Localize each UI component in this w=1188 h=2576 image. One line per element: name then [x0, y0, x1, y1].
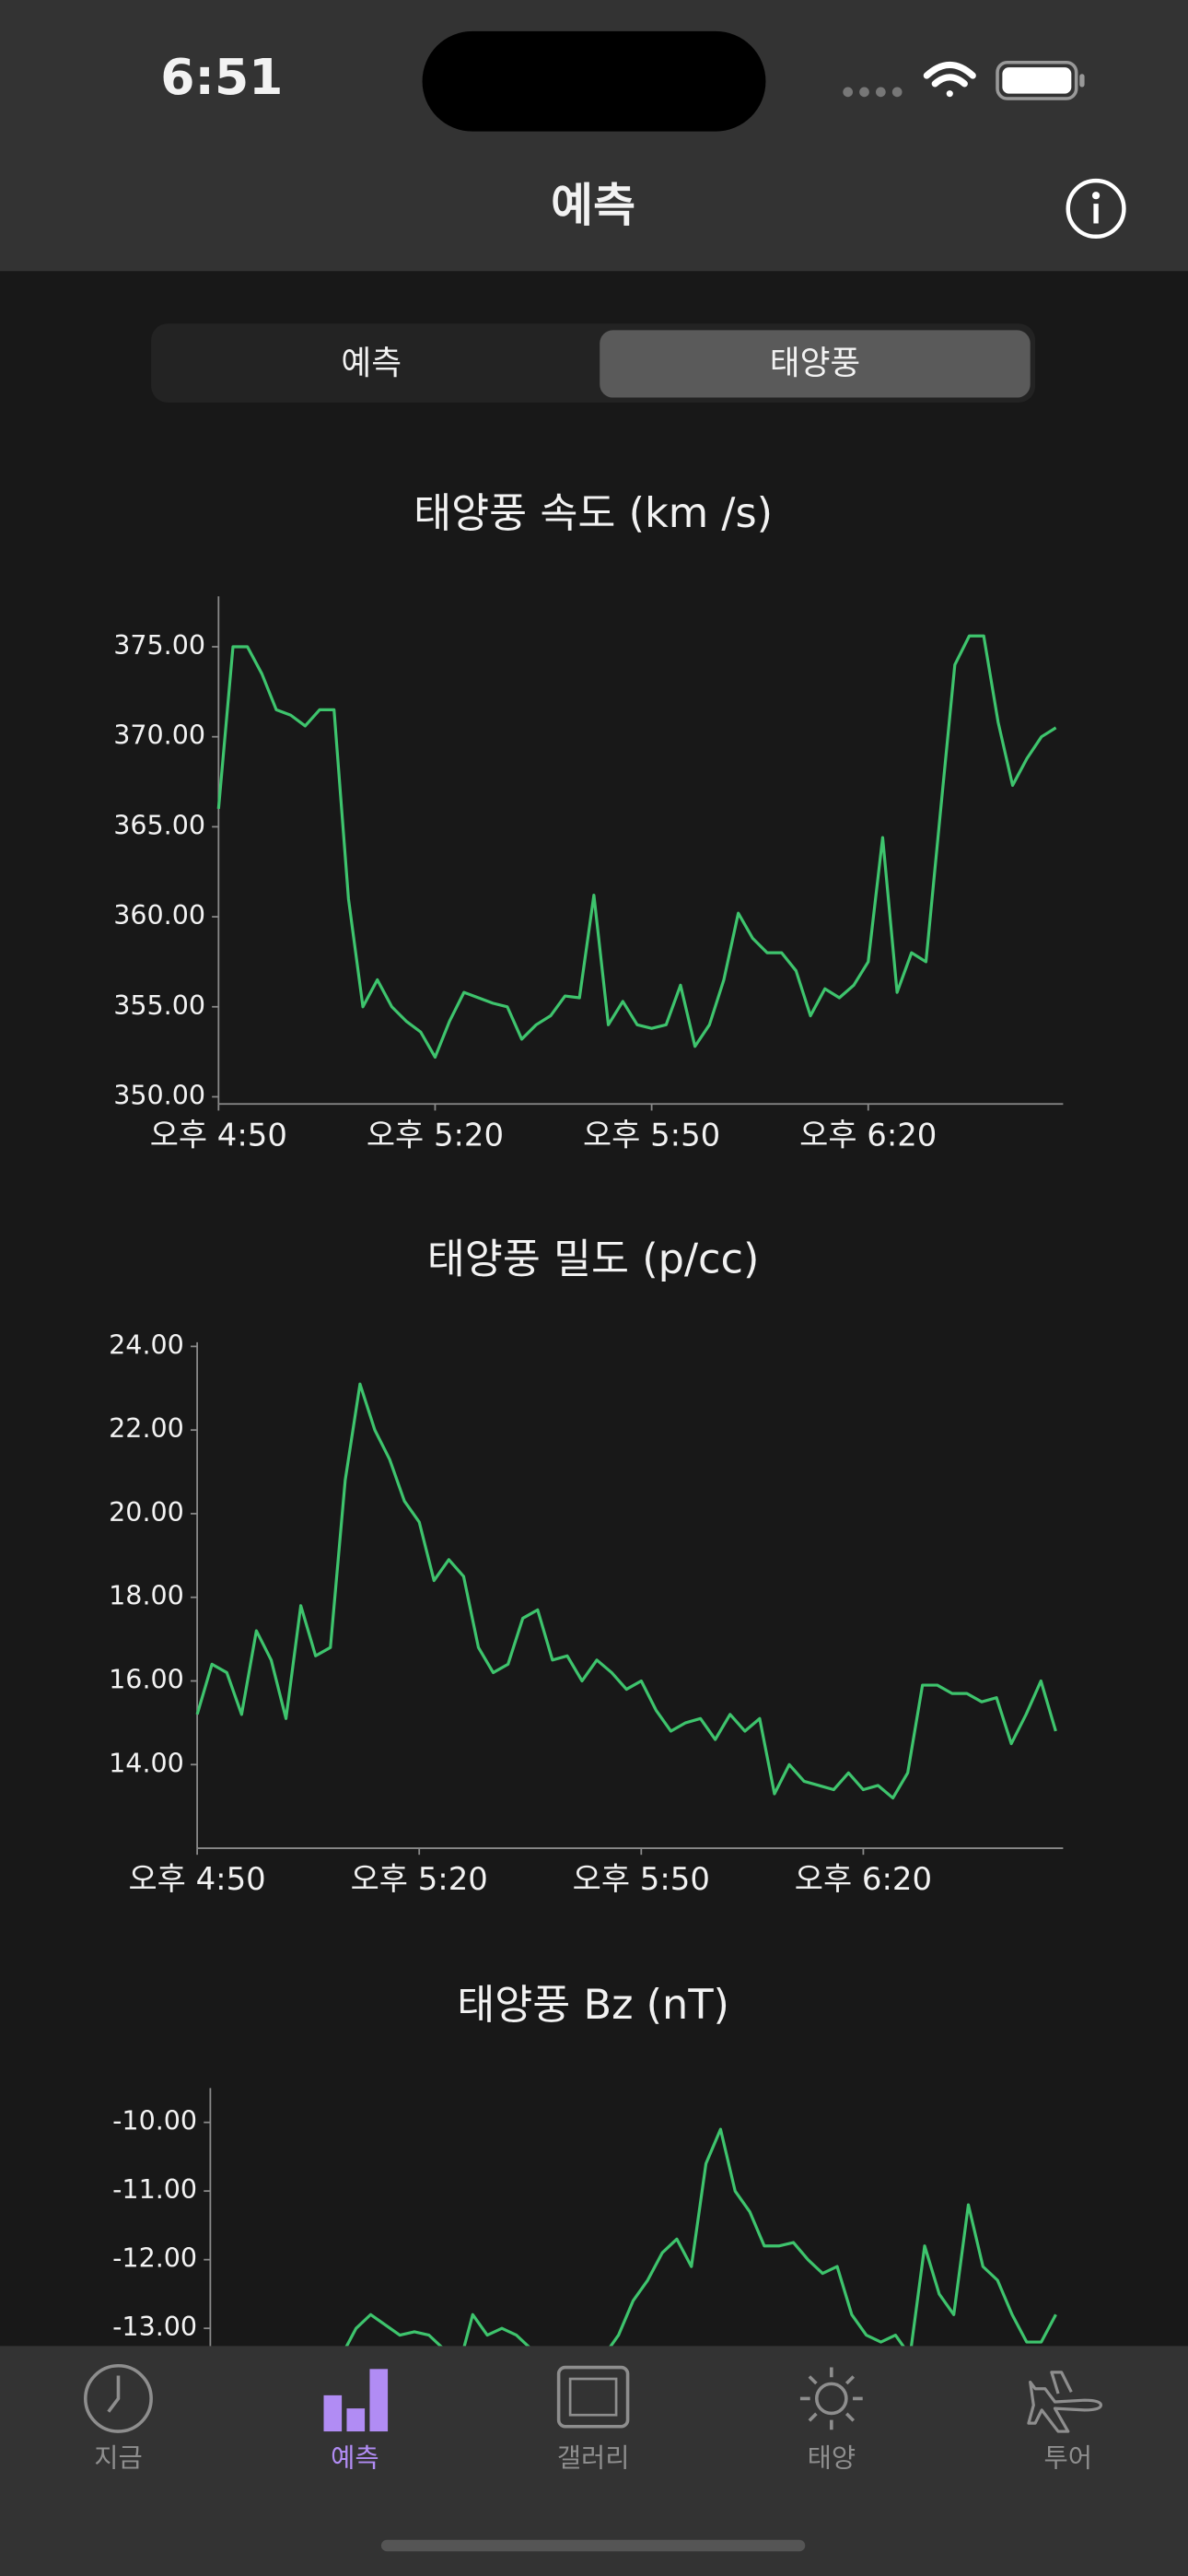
segment-group: 예측 태양풍 — [341, 330, 1031, 398]
chart-title: 태양풍 밀도 (p/cc) — [427, 1235, 760, 1282]
tab-item[interactable]: 태양 — [799, 2367, 863, 2474]
tab-icon — [107, 2375, 121, 2413]
tab-icon — [799, 2367, 863, 2430]
home-indicator — [380, 2539, 806, 2552]
segment[interactable]: 예측 — [341, 345, 402, 382]
tab-icon — [556, 2365, 630, 2429]
wifi-icon — [923, 61, 976, 98]
y-tick-label: 365.00 — [113, 810, 205, 840]
tab-bar — [0, 2346, 1188, 2576]
y-tick-label: 370.00 — [113, 720, 205, 751]
tab-item[interactable]: 투어 — [1027, 2371, 1103, 2474]
data-line — [209, 2127, 1057, 2433]
battery-icon — [996, 60, 1085, 100]
data-line — [195, 1382, 1057, 1800]
tab-label: 예측 — [331, 2442, 379, 2473]
y-tick-label: 18.00 — [109, 1581, 184, 1611]
tab-item[interactable]: 예측 — [323, 2369, 389, 2473]
tab-item[interactable]: 지금 — [83, 2363, 153, 2474]
tab-label: 투어 — [1044, 2442, 1092, 2473]
tab-icon — [323, 2395, 343, 2432]
nav-title: 예측 — [551, 179, 635, 232]
y-tick-label: 22.00 — [109, 1413, 184, 1444]
tab-items: 지금 예측 갤러리 태양 투어 — [83, 2363, 1103, 2474]
y-tick-label: 14.00 — [109, 1748, 184, 1778]
y-tick-label: -13.00 — [112, 2312, 197, 2342]
x-tick-label: 오후 5:50 — [583, 1117, 720, 1153]
x-tick-label: 오후 4:50 — [150, 1117, 287, 1153]
y-tick-label: 20.00 — [109, 1497, 184, 1528]
y-tick-label: 360.00 — [113, 900, 205, 931]
tab-label: 갤러리 — [557, 2442, 630, 2473]
segment[interactable]: 태양풍 — [600, 330, 1031, 398]
tab-icon — [346, 2408, 366, 2432]
tab-icon — [568, 2377, 618, 2417]
x-tick-label: 오후 6:20 — [795, 1861, 932, 1897]
tab-icon — [814, 2382, 848, 2416]
info-button[interactable] — [1066, 178, 1126, 240]
y-tick-label: 355.00 — [113, 990, 205, 1021]
y-tick-label: -11.00 — [112, 2174, 197, 2205]
tab-item[interactable]: 갤러리 — [556, 2365, 630, 2474]
data-line — [216, 634, 1057, 1060]
y-tick-label: 24.00 — [109, 1329, 184, 1360]
signal-icon — [843, 87, 903, 98]
chart-title: 태양풍 속도 (km /s) — [413, 489, 773, 537]
status-time: 6:51 — [160, 48, 283, 106]
y-tick-label: -12.00 — [112, 2243, 197, 2274]
x-tick-label: 오후 4:50 — [128, 1861, 265, 1897]
chart-title: 태양풍 Bz (nT) — [457, 1981, 729, 2029]
y-tick-label: 350.00 — [113, 1080, 205, 1110]
tab-icon — [1027, 2371, 1103, 2433]
y-tick-label: 375.00 — [113, 630, 205, 661]
x-tick-label: 오후 5:20 — [367, 1117, 504, 1153]
tab-label: 지금 — [94, 2442, 142, 2473]
charts: 태양풍 속도 (km /s) 350.00 355.00 360.00 365.00 37… — [109, 489, 1064, 2576]
segment-label: 태양풍 — [770, 345, 860, 382]
segment-label: 예측 — [341, 345, 402, 382]
tab-icon — [83, 2363, 153, 2433]
segment-selected — [600, 330, 1031, 398]
y-tick-label: 16.00 — [109, 1665, 184, 1695]
tab-icon — [369, 2369, 389, 2432]
tab-label: 태양 — [808, 2442, 856, 2473]
dynamic-island — [422, 30, 766, 132]
x-tick-label: 오후 5:20 — [351, 1861, 488, 1897]
x-tick-label: 오후 6:20 — [799, 1117, 937, 1153]
x-tick-label: 오후 5:50 — [573, 1861, 710, 1897]
y-tick-label: -10.00 — [112, 2106, 197, 2137]
